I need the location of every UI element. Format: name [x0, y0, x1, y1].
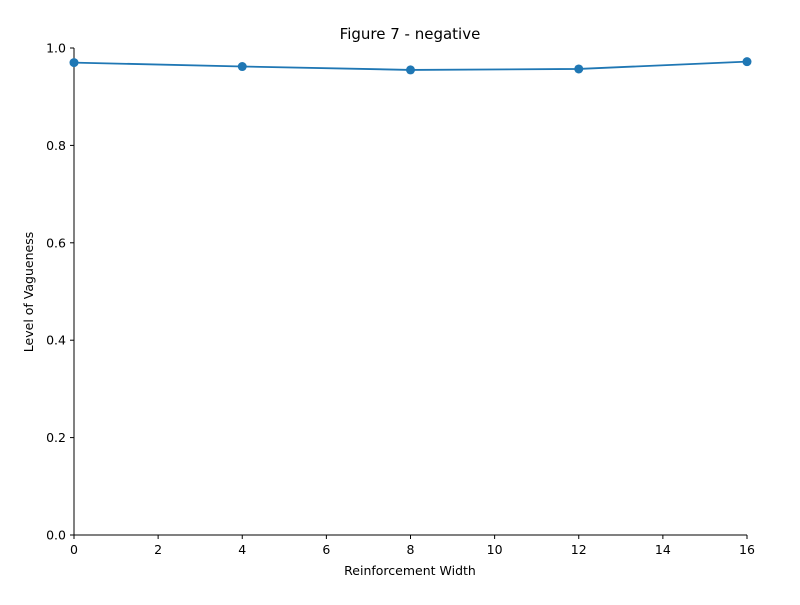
- y-tick-label: 0.6: [46, 235, 66, 250]
- x-tick-label: 6: [322, 542, 330, 557]
- y-tick-label: 1.0: [46, 41, 66, 56]
- x-tick-label: 10: [487, 542, 503, 557]
- data-point: [237, 62, 247, 72]
- y-axis-label: Level of Vagueness: [21, 232, 36, 352]
- x-tick-label: 12: [571, 542, 587, 557]
- y-tick-label: 0.2: [46, 430, 66, 445]
- x-tick-label: 16: [739, 542, 755, 557]
- data-point: [406, 65, 415, 75]
- y-tick-label: 0.8: [46, 138, 66, 153]
- x-tick-label: 14: [655, 542, 671, 557]
- x-tick-label: 0: [70, 542, 78, 557]
- x-tick-label: 4: [238, 542, 246, 557]
- data-point: [69, 58, 79, 68]
- x-axis-ticks: 0 2 4 6 8 10 12 14 16: [70, 535, 755, 557]
- x-tick-label: 2: [154, 542, 162, 557]
- chart-title: Figure 7 - negative: [340, 25, 481, 43]
- x-axis-label: Reinforcement Width: [344, 563, 476, 578]
- data-point: [574, 64, 584, 74]
- y-axis-ticks: 0.0 0.2 0.4 0.6 0.8 1.0: [46, 41, 74, 543]
- y-tick-label: 0.4: [46, 333, 66, 348]
- series-layer: [69, 57, 752, 75]
- data-point: [742, 57, 752, 67]
- y-tick-label: 0.0: [46, 528, 66, 543]
- x-tick-label: 8: [407, 542, 415, 557]
